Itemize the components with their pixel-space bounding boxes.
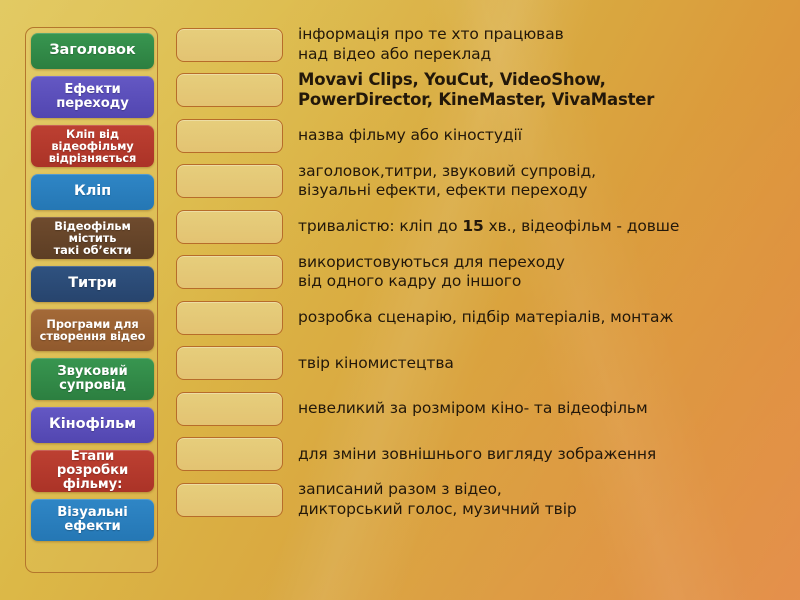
draggable-tile[interactable]: Кінофільм — [31, 407, 154, 443]
tile-label: Титри — [68, 275, 117, 292]
draggable-tile[interactable]: Титри — [31, 266, 154, 302]
answer-text: назва фільму або кіностудії — [298, 126, 522, 145]
tile-label: Звуковий супровід — [57, 364, 128, 393]
answer-row: розробка сценарію, підбір матеріалів, мо… — [176, 295, 786, 341]
draggable-tile[interactable]: Етапи розробки фільму: — [31, 450, 154, 492]
draggable-tile[interactable]: Програми для створення відео — [31, 309, 154, 351]
tile-label: Програми для створення відео — [39, 316, 146, 343]
tile-label: Візуальні ефекти — [57, 505, 128, 534]
answer-text: невеликий за розміром кіно- та відеофіль… — [298, 399, 648, 418]
answer-text: Movavi Clips, YouCut, VideoShow, PowerDi… — [298, 69, 655, 110]
drop-zone[interactable] — [176, 164, 283, 199]
tile-label: Кліп — [73, 183, 112, 200]
answer-rows-list: інформація про те хто працював над відео… — [176, 22, 786, 523]
drop-zone[interactable] — [176, 391, 283, 426]
answer-text: інформація про те хто працював над відео… — [298, 25, 564, 63]
draggable-tile[interactable]: Ефекти переходу — [31, 76, 154, 118]
answer-row: невеликий за розміром кіно- та відеофіль… — [176, 386, 786, 432]
answer-text: розробка сценарію, підбір матеріалів, мо… — [298, 308, 674, 327]
draggable-tiles-panel: Заголовок Ефекти переходу Кліп від відеофі… — [25, 27, 158, 573]
draggable-tile[interactable]: Кліп — [31, 174, 154, 210]
tile-label: Кліп від відеофільму відрізняється — [48, 126, 137, 166]
draggable-tile[interactable]: Кліп від відеофільму відрізняється — [31, 125, 154, 167]
tile-label: Заголовок — [49, 42, 136, 59]
answer-text: для зміни зовнішнього вигляду зображення — [298, 444, 657, 463]
answer-row: записаний разом з відео, дикторський гол… — [176, 477, 786, 523]
drop-zone[interactable] — [176, 118, 283, 153]
drop-zone[interactable] — [176, 27, 283, 62]
answer-row: заголовок,титри, звуковий супровід, візу… — [176, 159, 786, 205]
answer-text: записаний разом з відео, дикторський гол… — [298, 480, 577, 518]
tile-label: Кінофільм — [49, 416, 136, 433]
answer-row: інформація про те хто працював над відео… — [176, 22, 786, 68]
answer-row: використовуються для переходу від одного… — [176, 250, 786, 296]
answer-row: твір кіномистецтва — [176, 341, 786, 387]
draggable-tile[interactable]: Візуальні ефекти — [31, 499, 154, 541]
answer-row: для зміни зовнішнього вигляду зображення — [176, 432, 786, 478]
answer-text: тривалістю: кліп до 15 хв., відеофільм -… — [298, 217, 680, 236]
draggable-tile[interactable]: Заголовок — [31, 33, 154, 69]
tile-label: Етапи розробки фільму: — [56, 450, 129, 492]
answer-row: тривалістю: кліп до 15 хв., відеофільм -… — [176, 204, 786, 250]
drop-zone[interactable] — [176, 437, 283, 472]
drop-zone[interactable] — [176, 209, 283, 244]
tile-label: Ефекти переходу — [56, 82, 129, 111]
drop-zone[interactable] — [176, 255, 283, 290]
drop-zone[interactable] — [176, 482, 283, 517]
answer-text: використовуються для переходу від одного… — [298, 252, 565, 291]
answer-row: назва фільму або кіностудії — [176, 113, 786, 159]
drop-zone[interactable] — [176, 73, 283, 108]
drop-zone[interactable] — [176, 300, 283, 335]
draggable-tile[interactable]: Звуковий супровід — [31, 358, 154, 400]
drop-zone[interactable] — [176, 346, 283, 381]
answer-row: Movavi Clips, YouCut, VideoShow, PowerDi… — [176, 68, 786, 114]
answer-text: заголовок,титри, звуковий супровід, візу… — [298, 161, 596, 200]
draggable-tile[interactable]: Відеофільм містить такі об’єкти — [31, 217, 154, 259]
answer-text: твір кіномистецтва — [298, 353, 454, 372]
tile-label: Відеофільм містить такі об’єкти — [53, 218, 132, 258]
